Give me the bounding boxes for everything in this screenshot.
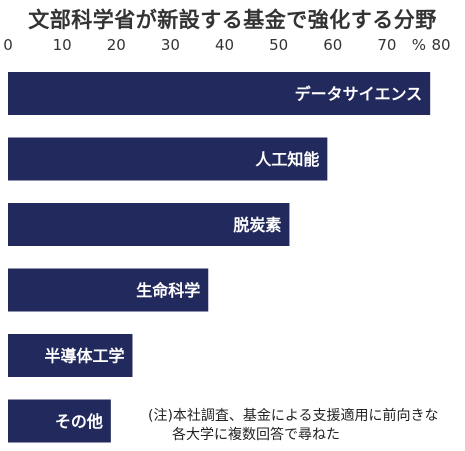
chart-note: (注)本社調査、基金による支援適用に前向きな 各大学に複数回答で尋ねた (148, 407, 463, 445)
x-axis-unit: % (412, 36, 426, 54)
bar-label-3: 生命科学 (136, 281, 200, 300)
x-tick-label-60: 60 (323, 36, 342, 54)
bar-0 (8, 72, 431, 115)
x-tick-label-80: 80 (431, 36, 450, 54)
bar-5 (8, 399, 111, 443)
bar-2 (8, 203, 290, 246)
x-tick-label-0: 0 (3, 36, 13, 54)
x-axis-ticks: 0 10 20 30 40 50 60 70% 80 (3, 36, 450, 54)
x-tick-label-50: 50 (269, 36, 288, 54)
bar-label-4: 半導体工学 (44, 347, 124, 366)
bar-1 (8, 137, 328, 181)
bar-label-2: 脱炭素 (233, 216, 281, 235)
bar-label-0: データサイエンス (295, 85, 423, 104)
note-line-1: (注)本社調査、基金による支援適用に前向きな (148, 408, 439, 424)
bar-3 (8, 268, 209, 312)
bar-4 (8, 334, 133, 377)
x-tick-label-10: 10 (53, 36, 72, 54)
chart-title: 文部科学省が新設する基金で強化する分野 (28, 8, 437, 32)
x-tick-label-40: 40 (215, 36, 234, 54)
bar-label-1: 人工知能 (255, 150, 319, 169)
note-line-2: 各大学に複数回答で尋ねた (172, 427, 340, 443)
x-tick-label-70: 70 (377, 36, 396, 54)
bar-label-5: その他 (55, 412, 103, 431)
x-tick-label-30: 30 (161, 36, 180, 54)
x-tick-label-20: 20 (107, 36, 126, 54)
